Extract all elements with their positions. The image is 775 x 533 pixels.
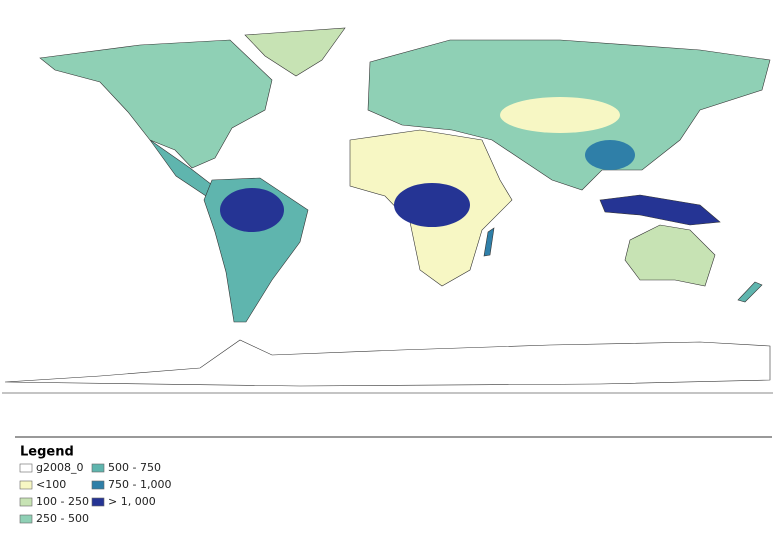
central-asia-desert [500, 97, 620, 133]
madagascar [483, 227, 495, 257]
legend-label: <100 [36, 478, 66, 491]
new-zealand [737, 281, 763, 303]
antarctica [4, 339, 771, 387]
legend-swatch [19, 480, 33, 490]
legend-swatch [19, 497, 33, 507]
legend-swatch [91, 480, 105, 490]
legend-title: Legend [20, 445, 74, 460]
south-asia [585, 140, 635, 170]
north-america [39, 39, 273, 169]
legend-swatch [19, 514, 33, 524]
legend-swatch [91, 497, 105, 507]
legend-label: 100 - 250 [36, 495, 89, 508]
legend-label: 500 - 750 [108, 461, 161, 474]
greenland [244, 27, 346, 77]
amazon [220, 188, 284, 232]
legend-label: g2008_0 [36, 461, 83, 474]
legend-swatch [19, 463, 33, 473]
indonesia [599, 194, 721, 226]
australia [624, 224, 716, 287]
congo [394, 183, 470, 227]
legend-swatch [91, 463, 105, 473]
world-map [2, 27, 773, 394]
legend-label: 250 - 500 [36, 512, 89, 525]
legend-items: g2008_0 <100 100 - 250 250 - 500 500 - 750 75… [19, 461, 171, 525]
legend-label: > 1, 000 [108, 495, 156, 508]
legend-label: 750 - 1,000 [108, 478, 171, 491]
